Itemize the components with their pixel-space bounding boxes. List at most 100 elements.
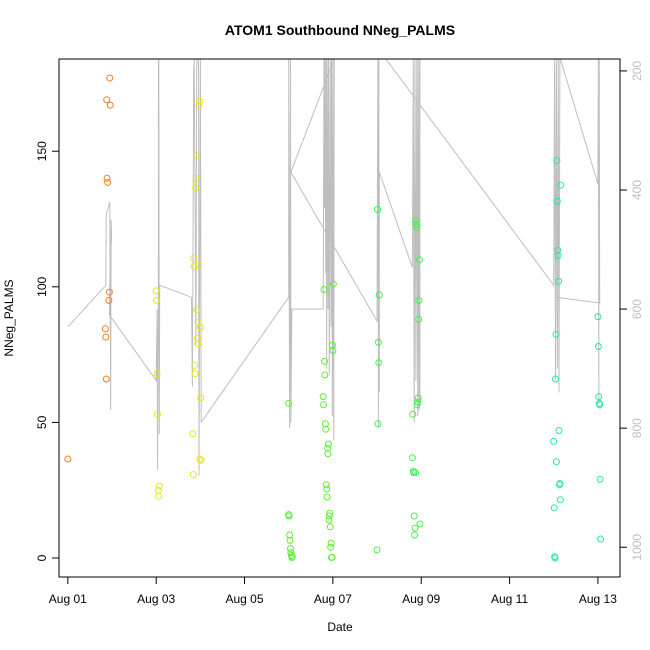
data-point <box>412 216 420 224</box>
data-point <box>153 296 161 304</box>
data-point <box>596 401 604 409</box>
depth-line-layer <box>67 59 601 476</box>
y-tick-label: 100 <box>35 276 49 296</box>
y-axis-label: NNeg_PALMS <box>2 279 16 356</box>
data-point <box>409 410 417 418</box>
y2-axis: 200 400 600 800 1000 <box>619 61 644 561</box>
data-point <box>105 296 113 304</box>
data-point <box>195 101 203 109</box>
data-point <box>373 546 381 554</box>
plot-frame <box>58 58 621 578</box>
data-point <box>104 178 112 186</box>
data-point <box>320 401 328 409</box>
data-point <box>329 347 337 354</box>
data-point <box>325 512 333 520</box>
data-point <box>328 553 336 561</box>
data-point <box>375 291 383 299</box>
data-point <box>323 485 331 493</box>
points-layer <box>64 74 605 562</box>
data-point <box>102 375 110 383</box>
data-point <box>192 174 200 182</box>
data-point <box>321 371 329 379</box>
data-point <box>552 330 560 338</box>
data-point <box>412 469 419 477</box>
data-point <box>325 516 333 524</box>
x-tick-label: Aug 05 <box>226 592 264 606</box>
data-point <box>319 393 327 401</box>
data-point <box>596 475 604 483</box>
data-point <box>411 531 419 539</box>
y2-tick-label: 1000 <box>630 534 644 561</box>
x-tick-label: Aug 13 <box>579 592 617 606</box>
data-point <box>154 486 162 494</box>
y-tick-label: 0 <box>35 554 49 561</box>
data-point <box>553 157 561 165</box>
data-point <box>320 286 328 293</box>
x-tick-label: Aug 01 <box>49 592 87 606</box>
x-axis: Aug 01 Aug 03 Aug 05 Aug 07 Aug 09 Aug 11 Aug … <box>49 576 617 606</box>
y2-tick-label: 800 <box>630 418 644 438</box>
data-point <box>189 471 197 478</box>
data-point <box>321 357 328 365</box>
data-point <box>191 362 199 369</box>
data-point <box>327 539 335 547</box>
y2-tick-label: 200 <box>630 61 644 81</box>
data-point <box>414 394 422 402</box>
data-point <box>103 96 111 104</box>
data-point <box>286 536 294 544</box>
data-point <box>322 481 330 489</box>
data-point <box>374 420 382 428</box>
data-point <box>327 543 335 551</box>
y2-tick-label: 600 <box>630 299 644 319</box>
data-point <box>554 246 562 254</box>
data-point <box>103 174 111 182</box>
data-point <box>324 444 332 452</box>
data-point <box>322 425 330 433</box>
y-tick-label: 50 <box>35 415 49 429</box>
data-point <box>415 296 423 304</box>
data-point <box>195 261 203 269</box>
data-point <box>412 220 420 228</box>
data-point <box>196 455 204 463</box>
y-tick-label: 150 <box>35 141 49 161</box>
x-axis-label: Date <box>327 620 353 634</box>
data-point <box>594 343 602 350</box>
x-tick-label: Aug 09 <box>402 592 440 606</box>
data-point <box>374 206 381 213</box>
data-point <box>321 420 329 428</box>
data-point <box>194 340 202 348</box>
data-point <box>324 450 332 458</box>
data-point <box>597 535 605 543</box>
data-point <box>192 151 200 159</box>
data-point <box>102 333 110 341</box>
data-point <box>189 430 197 438</box>
data-point <box>190 254 198 262</box>
data-point <box>326 509 334 517</box>
data-point <box>416 256 423 264</box>
data-point <box>105 288 113 296</box>
data-point <box>101 325 109 333</box>
data-point <box>329 280 337 288</box>
data-point <box>190 263 198 270</box>
data-point <box>550 437 558 445</box>
data-point <box>557 181 565 189</box>
y2-tick-label: 400 <box>630 180 644 200</box>
data-point <box>552 375 559 383</box>
x-tick-label: Aug 03 <box>137 592 175 606</box>
data-point <box>325 440 332 448</box>
data-point <box>416 520 424 528</box>
data-point <box>155 482 163 490</box>
data-point <box>554 252 562 260</box>
data-point <box>410 512 418 520</box>
data-point <box>196 97 203 105</box>
data-point <box>155 492 163 500</box>
depth-line <box>67 59 601 476</box>
data-point <box>413 401 421 409</box>
data-point <box>323 493 331 501</box>
data-point <box>286 531 294 539</box>
data-point <box>285 399 293 407</box>
x-tick-label: Aug 07 <box>314 592 352 606</box>
data-point <box>192 184 199 192</box>
data-point <box>153 370 161 378</box>
